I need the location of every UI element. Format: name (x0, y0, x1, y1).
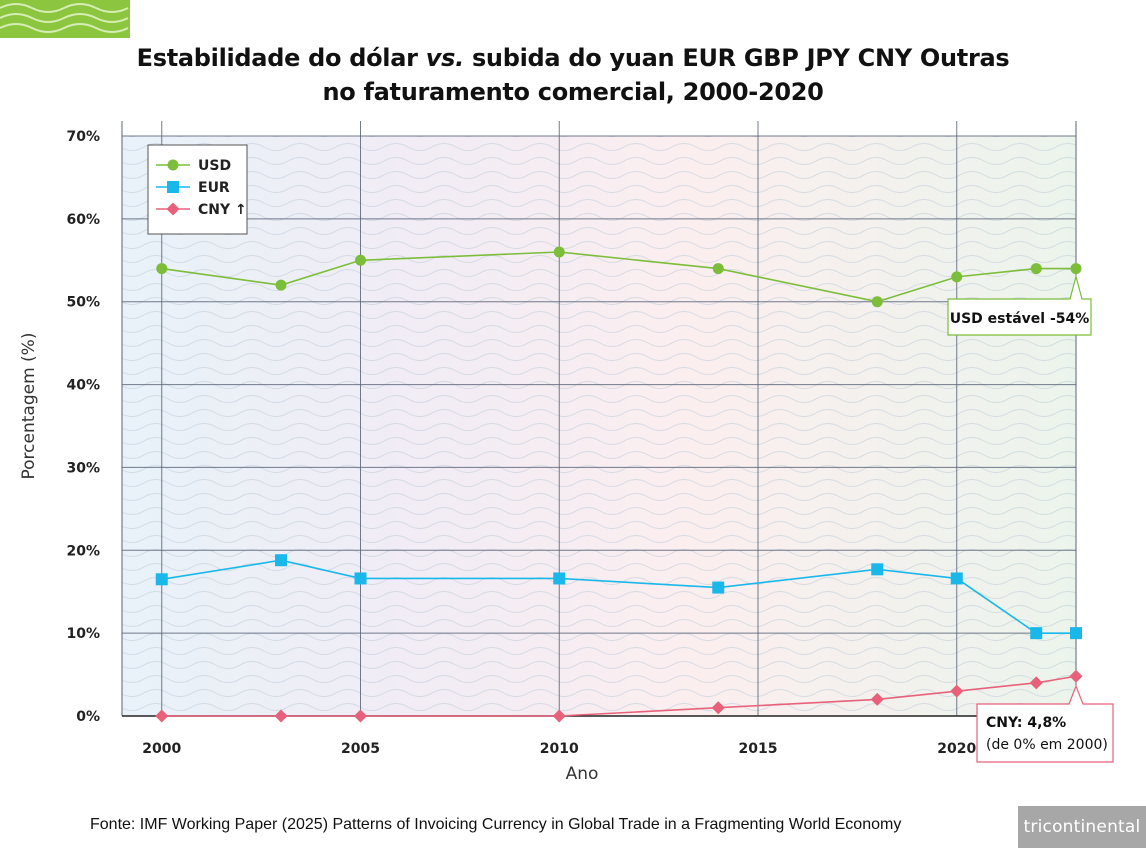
y-tick-label: 40% (66, 378, 100, 394)
cny-data-point (950, 684, 964, 698)
usd-data-point (712, 263, 724, 275)
legend-usd-label: USD (198, 158, 231, 174)
tricontinental-logo: tricontinental (1018, 806, 1146, 848)
eur-data-point (1030, 627, 1043, 640)
x-axis-title: Ano (566, 764, 599, 784)
legend-eur-marker (167, 181, 179, 193)
eur-data-point (155, 573, 168, 586)
x-tick-label: 2010 (540, 741, 579, 757)
y-tick-label: 30% (66, 460, 100, 476)
cny-annotation-callout (976, 684, 1114, 763)
cny-data-point (354, 709, 367, 723)
x-tick-label: 2000 (142, 741, 181, 757)
cny-annotation-subtitle: (de 0% em 2000) (986, 737, 1108, 753)
legend-eur-label: EUR (198, 180, 230, 196)
title-vs: vs. (425, 44, 464, 72)
cny-data-point (1069, 669, 1083, 683)
corner-wave-decoration (0, 0, 130, 38)
usd-annotation-callout (947, 274, 1092, 336)
usd-data-point (275, 279, 287, 291)
cny-annotation-title: CNY: 4,8% (986, 715, 1066, 731)
cny-data-point (870, 692, 884, 706)
legend-cny-label: CNY ↑ (198, 202, 247, 218)
source-note: Fonte: IMF Working Paper (2025) Patterns… (90, 816, 902, 833)
legend-usd-marker (167, 159, 179, 171)
eur-data-point (553, 572, 566, 585)
usd-data-point (553, 246, 565, 258)
y-tick-label: 20% (66, 543, 100, 559)
cny-data-point (1029, 676, 1043, 690)
usd-data-point (1070, 263, 1082, 275)
x-tick-label: 2005 (341, 741, 380, 757)
legend-box (147, 144, 248, 235)
eur-data-point (1070, 627, 1082, 640)
plot-wave-texture (122, 136, 1076, 716)
usd-data-point (156, 263, 168, 275)
y-tick-label: 0% (76, 709, 100, 725)
usd-data-point (1030, 263, 1042, 275)
y-tick-label: 60% (66, 212, 100, 228)
usd-data-point (871, 296, 883, 308)
eur-data-point (354, 572, 367, 585)
line-chart: 0% 10% 20% 30% 40% 50% 60% 70% 2000 2005 2010 2015 2… (19, 121, 1114, 784)
eur-data-point (712, 581, 725, 594)
cny-data-point (155, 709, 169, 723)
x-tick-label: 2020 (937, 741, 976, 757)
legend-cny-marker (166, 202, 180, 216)
cny-data-point (552, 709, 566, 723)
cny-data-point (274, 709, 288, 723)
usd-data-point (951, 271, 963, 283)
x-tick-label: 2015 (739, 741, 778, 757)
chart-title-line-1: Estabilidade do dólar vs. subida do yuan… (136, 44, 1010, 72)
cny-data-point (711, 701, 725, 715)
eur-data-point (871, 563, 884, 576)
usd-data-point (355, 254, 366, 266)
y-tick-label: 50% (66, 295, 100, 311)
y-tick-label: 70% (66, 129, 100, 145)
usd-annotation-text: USD estável -54% (950, 311, 1090, 327)
chart-title-line-2: no faturamento comercial, 2000-2020 (322, 78, 824, 106)
eur-data-point (950, 572, 963, 585)
y-tick-label: 10% (66, 626, 100, 642)
y-axis-title: Porcentagem (%) (19, 333, 39, 480)
eur-data-point (275, 554, 287, 567)
